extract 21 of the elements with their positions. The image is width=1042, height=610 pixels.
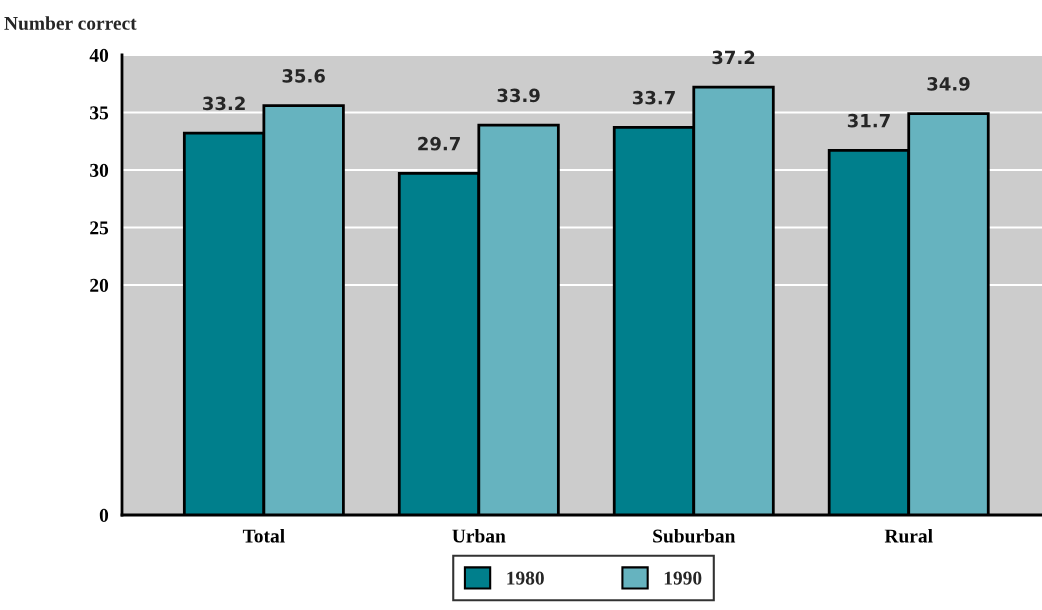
y-tick-label: 35	[90, 106, 109, 120]
y-tick-label: 25	[90, 221, 109, 235]
x-tick-label: Total	[242, 528, 285, 543]
x-tick-label: Urban	[452, 528, 506, 543]
data-label: 34.9	[927, 77, 970, 91]
data-label: 33.7	[632, 90, 675, 105]
data-label: 33.9	[497, 88, 540, 103]
y-tick-label: 30	[90, 163, 109, 177]
legend-label: 1990	[664, 571, 702, 585]
legend-label: 1980	[507, 571, 544, 585]
data-label: 35.6	[282, 69, 325, 83]
x-tick-label: Suburban	[653, 528, 736, 543]
y-tick-label: 20	[90, 278, 109, 292]
y-tick-label: 0	[99, 508, 109, 522]
data-label: 29.7	[418, 136, 460, 151]
y-tick-label: 40	[89, 48, 109, 62]
data-label: 31.7	[847, 113, 890, 128]
x-tick-label: Rural	[884, 528, 933, 543]
y-axis-title: Number correct	[4, 16, 137, 30]
data-label: 33.2	[203, 96, 245, 111]
data-label: 37.2	[712, 50, 755, 65]
